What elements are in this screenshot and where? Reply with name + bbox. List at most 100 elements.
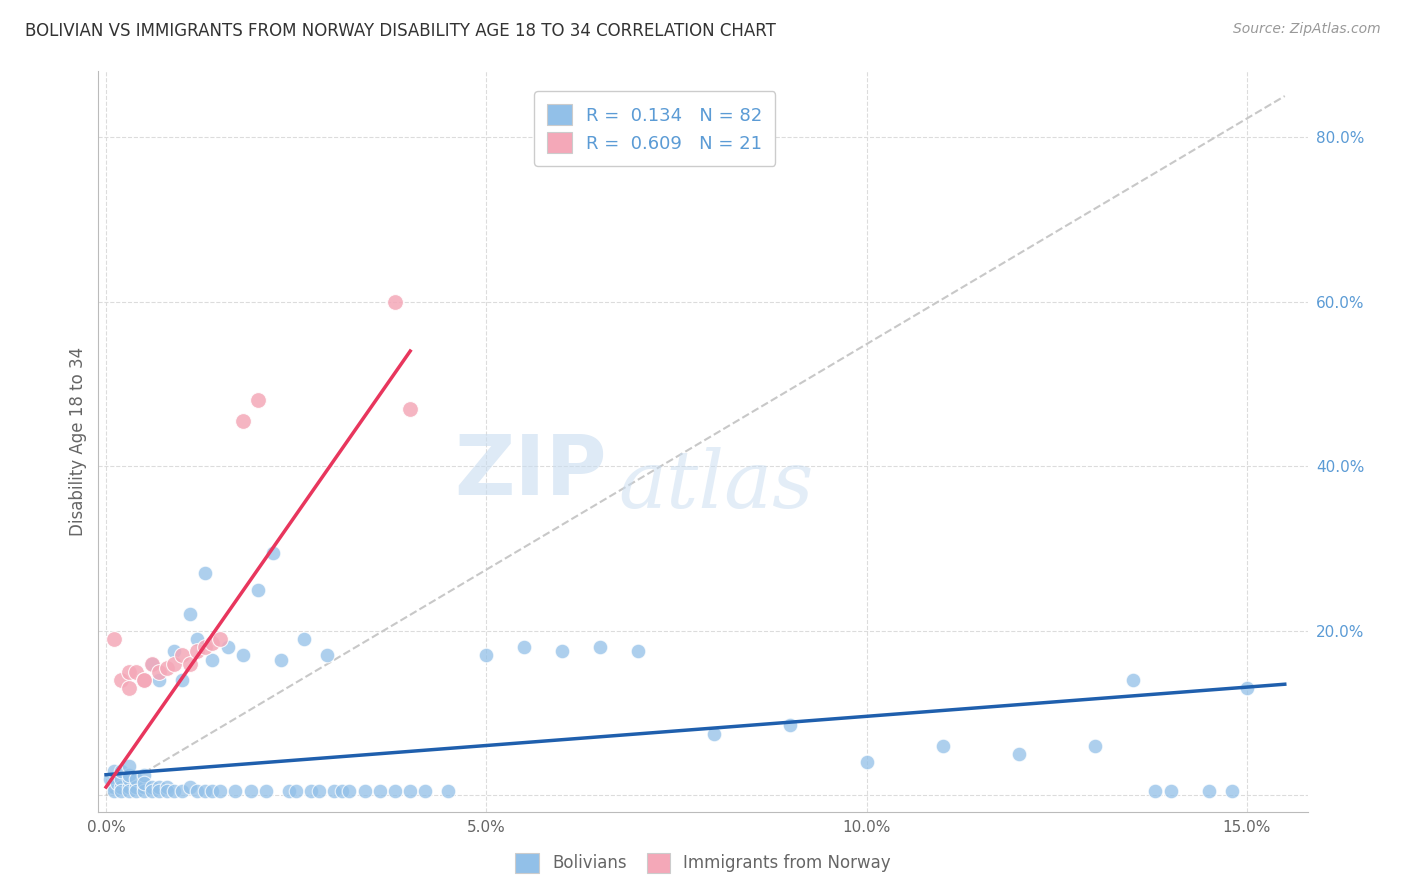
Point [141,784,163,798]
Point [125,780,148,794]
Point [125,772,148,786]
Point [103,780,125,794]
Point [1220,784,1243,798]
Point [148,665,170,679]
Point [103,784,125,798]
Text: BOLIVIAN VS IMMIGRANTS FROM NORWAY DISABILITY AGE 18 TO 34 CORRELATION CHART: BOLIVIAN VS IMMIGRANTS FROM NORWAY DISAB… [25,22,776,40]
Point [132,776,155,790]
Point [1160,784,1182,798]
Point [201,784,224,798]
Point [132,767,155,781]
Point [110,784,132,798]
Point [315,648,337,663]
Point [1084,739,1107,753]
Point [186,784,208,798]
Point [247,582,270,597]
Point [627,644,650,658]
Point [156,780,179,794]
Point [209,632,232,646]
Point [110,780,132,794]
Point [194,784,217,798]
Point [217,640,239,655]
Point [224,784,246,798]
Point [148,673,170,687]
Point [186,644,208,658]
Point [262,546,284,560]
Point [148,780,170,794]
Point [232,414,254,428]
Point [308,784,330,798]
Point [299,784,322,798]
Y-axis label: Disability Age 18 to 34: Disability Age 18 to 34 [69,347,87,536]
Point [1198,784,1220,798]
Point [141,657,163,671]
Point [270,652,292,666]
Point [118,767,141,781]
Point [247,393,270,408]
Point [103,632,125,646]
Point [132,784,155,798]
Point [110,764,132,778]
Text: ZIP: ZIP [454,431,606,512]
Point [186,632,208,646]
Point [779,718,801,732]
Point [513,640,536,655]
Point [254,784,277,798]
Point [132,673,155,687]
Point [1236,681,1258,696]
Point [110,673,132,687]
Point [239,784,262,798]
Point [399,784,422,798]
Point [415,784,437,798]
Point [118,780,141,794]
Point [1007,747,1029,761]
Point [589,640,612,655]
Point [107,776,129,790]
Point [551,644,574,658]
Point [179,780,201,794]
Point [931,739,953,753]
Legend: R =  0.134   N = 82, R =  0.609   N = 21: R = 0.134 N = 82, R = 0.609 N = 21 [534,92,775,166]
Point [368,784,391,798]
Point [285,784,308,798]
Point [232,648,254,663]
Point [1122,673,1144,687]
Point [170,784,193,798]
Point [292,632,315,646]
Point [179,607,201,622]
Point [125,665,148,679]
Point [163,784,186,798]
Point [118,665,141,679]
Point [475,648,498,663]
Point [437,784,460,798]
Point [384,294,406,309]
Point [277,784,299,798]
Point [1144,784,1167,798]
Point [141,780,163,794]
Point [194,566,217,581]
Point [156,784,179,798]
Text: atlas: atlas [619,447,814,524]
Point [118,772,141,786]
Text: Source: ZipAtlas.com: Source: ZipAtlas.com [1233,22,1381,37]
Point [141,657,163,671]
Point [209,784,232,798]
Point [170,673,193,687]
Point [156,661,179,675]
Point [703,726,725,740]
Point [163,644,186,658]
Point [384,784,406,798]
Point [103,764,125,778]
Point [118,681,141,696]
Point [399,401,422,416]
Point [170,648,193,663]
Point [323,784,346,798]
Point [148,784,170,798]
Point [118,759,141,773]
Point [330,784,353,798]
Point [110,772,132,786]
Point [855,756,877,770]
Point [194,640,217,655]
Legend: Bolivians, Immigrants from Norway: Bolivians, Immigrants from Norway [509,847,897,880]
Point [353,784,375,798]
